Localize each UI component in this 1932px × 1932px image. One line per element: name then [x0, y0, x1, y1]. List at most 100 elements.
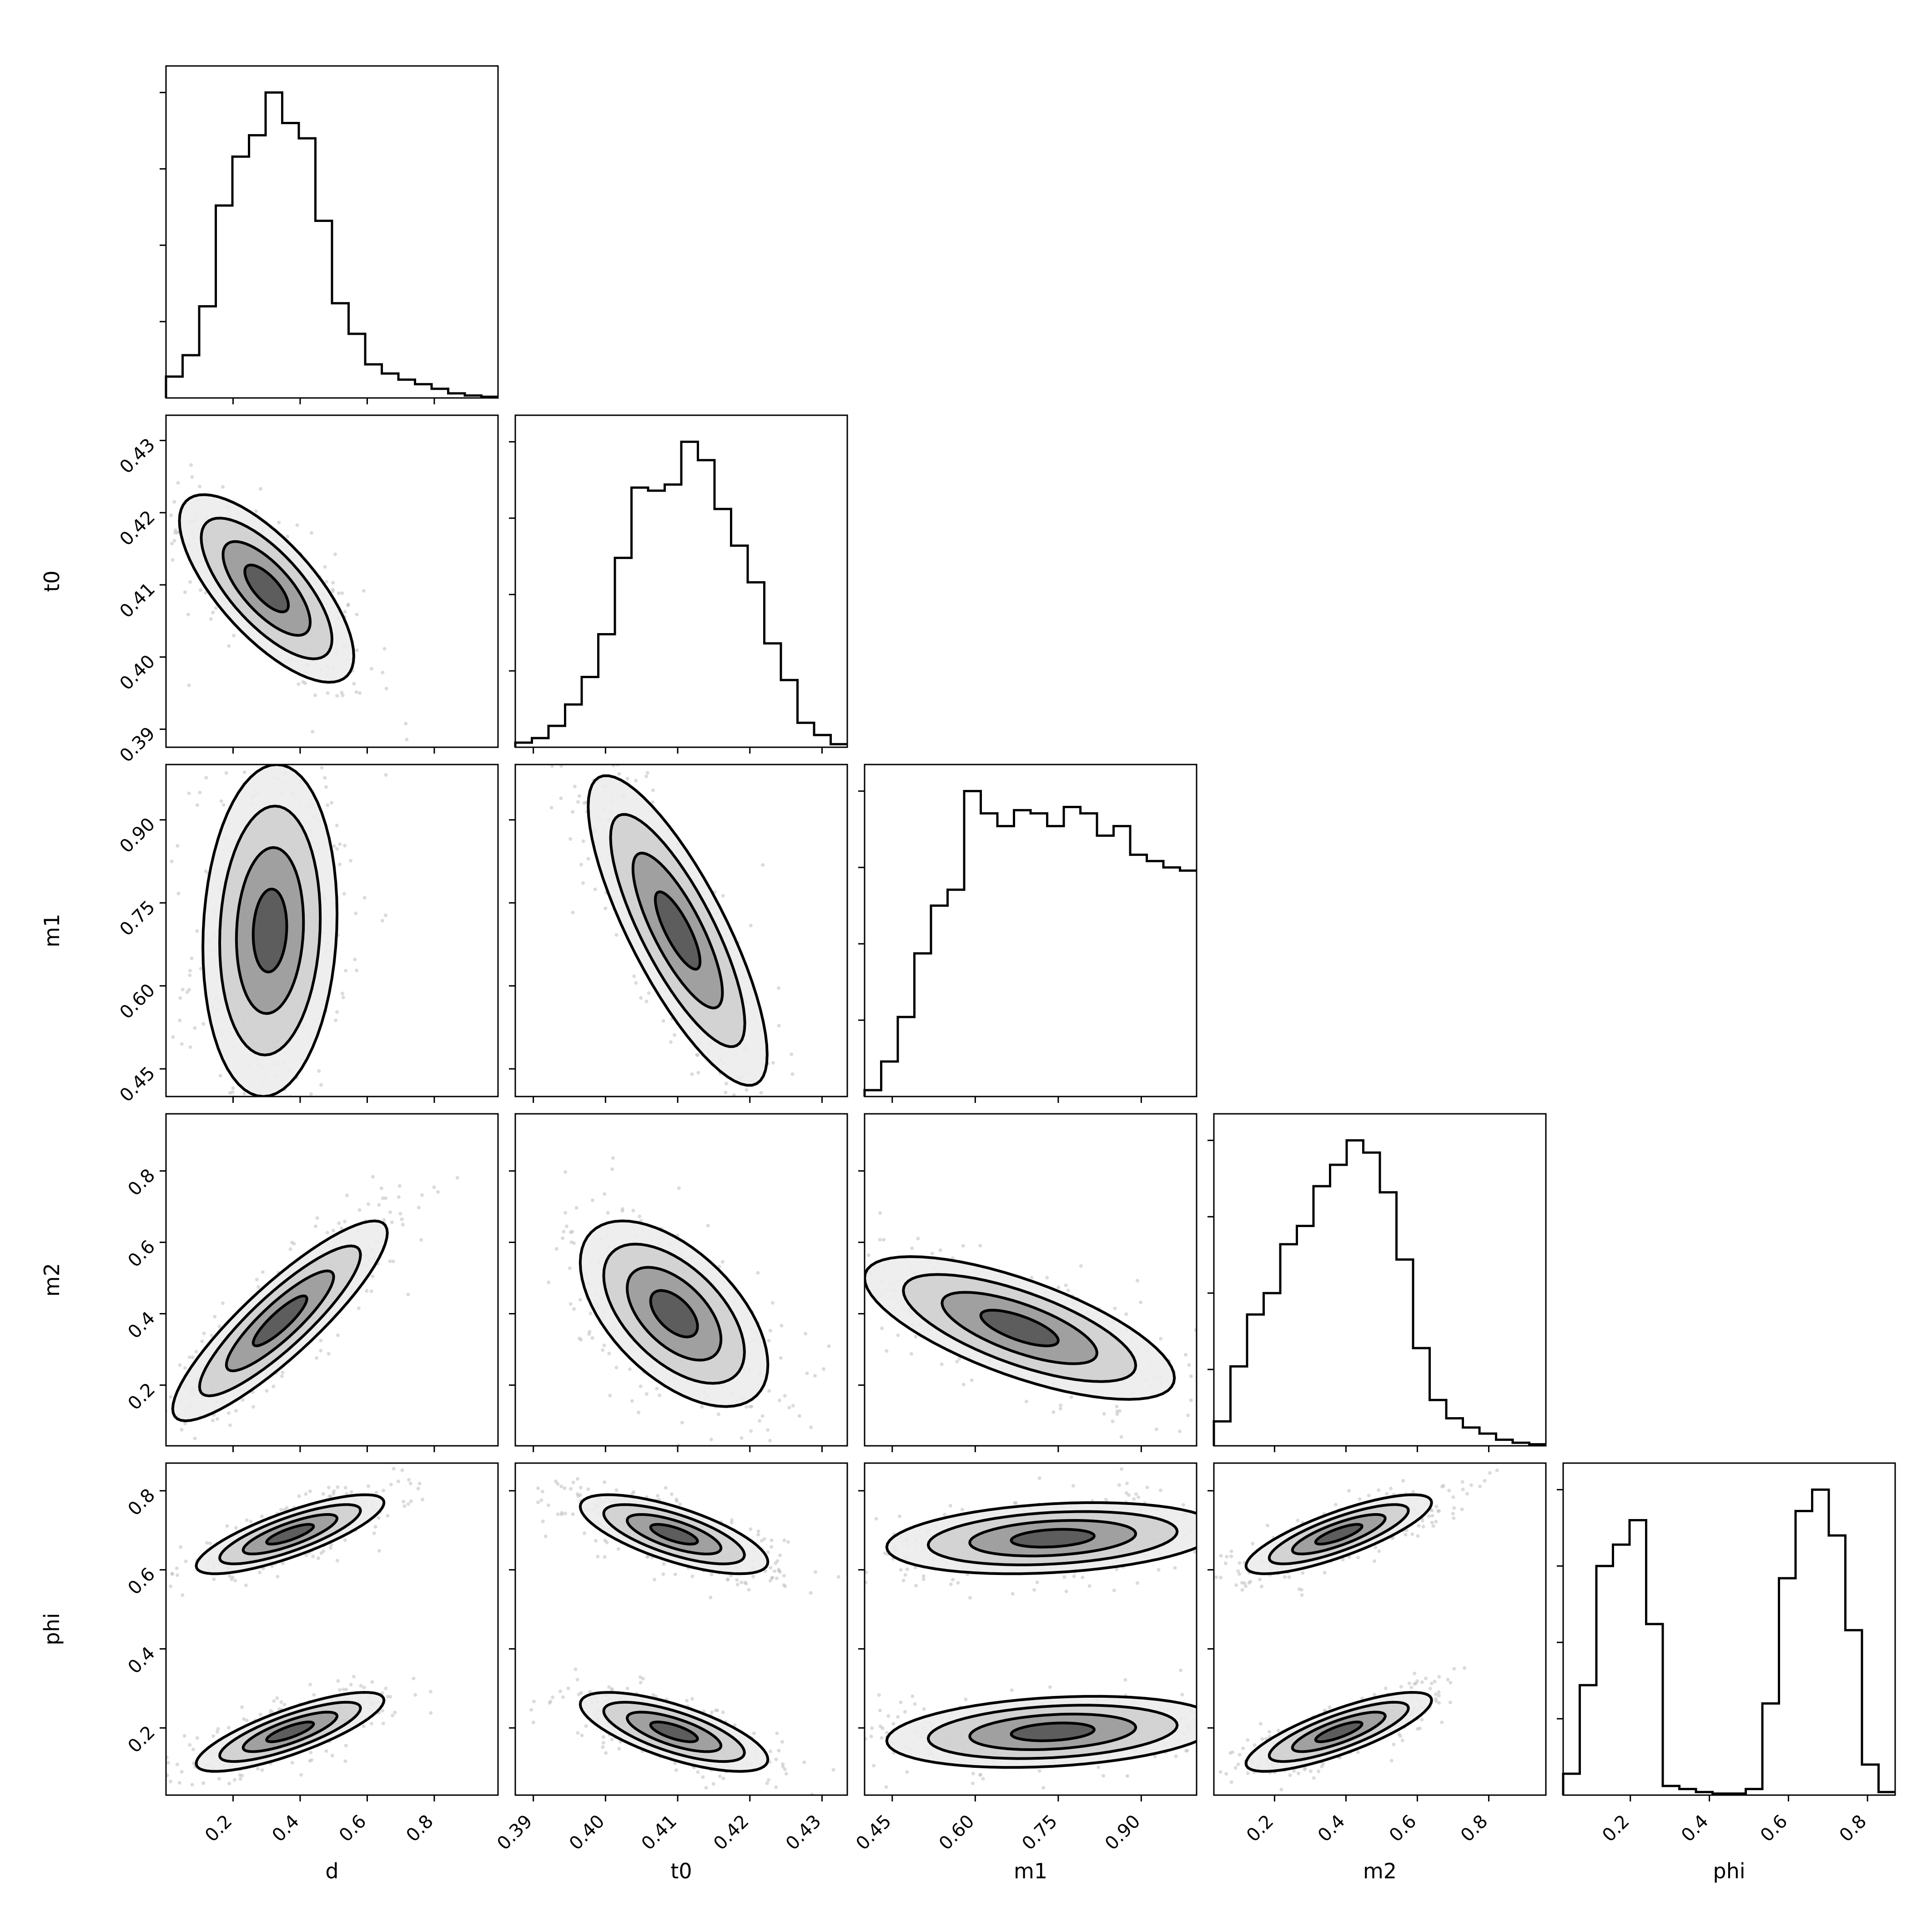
scatter-point: [903, 1573, 907, 1577]
contour-line: [626, 1513, 723, 1555]
scatter-point: [156, 1806, 159, 1810]
y-tick-label-m2: 0.8: [124, 1165, 160, 1200]
histogram-m2: [1208, 1113, 1547, 1447]
scatter-point: [219, 799, 223, 803]
scatter-point: [586, 857, 590, 861]
scatter-point: [771, 1061, 775, 1065]
scatter-point: [337, 1221, 341, 1225]
scatter-point: [882, 1238, 886, 1242]
scatter-point: [242, 770, 247, 775]
scatter-point: [213, 1314, 217, 1318]
scatter-point: [1177, 1429, 1182, 1434]
scatter-point: [584, 759, 588, 762]
scatter-point: [245, 1718, 249, 1722]
scatter-point: [760, 1104, 763, 1107]
scatter-point: [400, 1468, 404, 1472]
scatter-point: [177, 1781, 181, 1785]
scatter-point: [344, 969, 348, 973]
scatter-point: [1125, 1481, 1129, 1485]
panel-d-m1: [165, 714, 499, 1204]
scatter-point: [191, 1747, 195, 1751]
scatter-point: [786, 1540, 790, 1544]
scatter-point: [312, 1693, 316, 1697]
scatter-point: [790, 1072, 795, 1076]
scatter-point: [897, 1514, 901, 1519]
scatter-point: [651, 788, 655, 792]
scatter-point: [850, 1300, 854, 1303]
scatter-point: [218, 1074, 222, 1078]
x-tick-label-phi: 0.6: [1756, 1811, 1792, 1846]
y-tick-label-m1: 0.60: [116, 980, 160, 1023]
scatter-point: [855, 1554, 859, 1558]
scatter-point: [1127, 1493, 1131, 1497]
scatter-point: [176, 891, 181, 896]
scatter-point: [603, 1480, 607, 1484]
panel-frame-d-m2: [165, 1113, 499, 1447]
histogram-step-phi: [1562, 1488, 1895, 1795]
scatter-point: [183, 1366, 187, 1370]
scatter-point: [1202, 1730, 1205, 1734]
scatter-point: [180, 1770, 184, 1774]
scatter-point: [297, 714, 301, 718]
panel-content-m1-phi: [855, 1467, 1274, 1790]
scatter-point: [631, 1208, 635, 1213]
scatter-point: [206, 1450, 210, 1454]
scatter-point: [126, 1565, 130, 1568]
scatter-point: [748, 1289, 751, 1293]
scatter-point: [382, 647, 387, 651]
scatter-point: [355, 613, 359, 617]
scatter-point: [714, 1708, 718, 1712]
scatter-point: [190, 956, 194, 961]
scatter-point: [331, 588, 335, 592]
scatter-point: [949, 1582, 953, 1586]
scatter-point: [211, 610, 215, 614]
scatter-point: [858, 1731, 862, 1734]
scatter-point: [759, 1091, 763, 1095]
scatter-point: [1270, 1721, 1274, 1725]
scatter-point: [506, 1677, 510, 1680]
scatter-point: [187, 791, 191, 795]
scatter-point: [310, 1101, 313, 1104]
scatter-point: [255, 1278, 259, 1282]
scatter-point: [321, 1492, 325, 1496]
scatter-point: [536, 1500, 540, 1504]
scatter-point: [763, 1569, 767, 1573]
scatter-point: [327, 1494, 332, 1498]
scatter-point: [307, 755, 311, 759]
panel-frame-phi-phi: [1562, 1462, 1896, 1796]
scatter-point: [187, 1355, 191, 1359]
scatter-point: [562, 1230, 566, 1234]
scatter-point: [770, 1545, 774, 1549]
scatter-point: [775, 1559, 780, 1563]
scatter-point: [336, 1333, 340, 1337]
scatter-point: [1192, 1550, 1197, 1554]
panel-t0-m2: [514, 1113, 848, 1472]
contour-line: [649, 1289, 699, 1338]
contour-line: [649, 1721, 699, 1743]
scatter-point: [1111, 1419, 1115, 1424]
scatter-point: [340, 1226, 344, 1230]
contour-line: [265, 1523, 315, 1546]
scatter-point: [717, 1264, 721, 1268]
contour-line: [926, 1510, 1179, 1566]
scatter-point: [533, 747, 537, 751]
scatter-point: [566, 1686, 570, 1690]
scatter-point: [412, 1676, 416, 1680]
scatter-point: [354, 690, 358, 694]
panel-m1-m2: [748, 1113, 1253, 1447]
scatter-point: [404, 722, 408, 726]
scatter-point: [758, 1419, 762, 1423]
scatter-point: [340, 591, 344, 595]
scatter-point: [740, 1436, 744, 1440]
scatter-point: [645, 771, 649, 775]
scatter-point: [1249, 1426, 1253, 1429]
scatter-point: [234, 1526, 238, 1530]
scatter-point: [593, 750, 597, 754]
scatter-point: [940, 1362, 944, 1366]
scatter-point: [865, 1570, 868, 1575]
scatter-point: [384, 1196, 388, 1200]
scatter-point: [644, 774, 649, 778]
scatter-point: [742, 1468, 746, 1472]
scatter-point: [321, 1201, 324, 1204]
